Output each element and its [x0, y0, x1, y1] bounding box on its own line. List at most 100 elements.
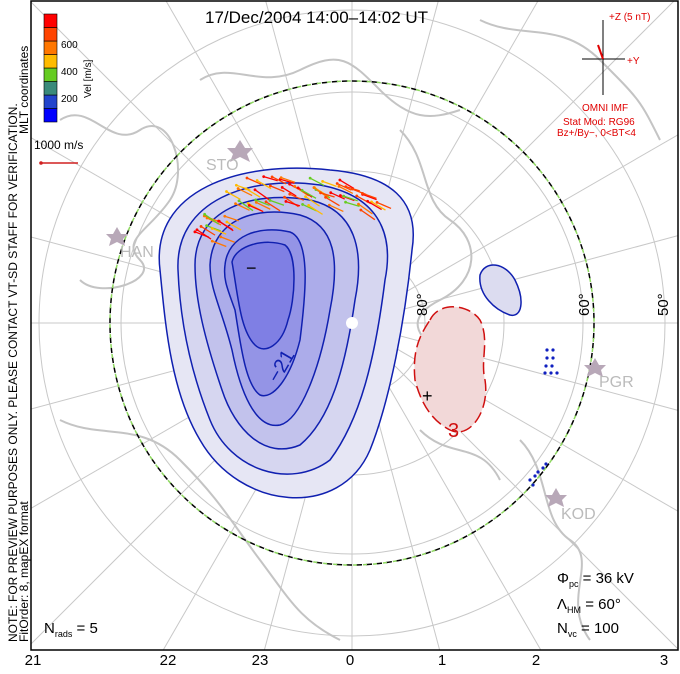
vector-origin — [225, 190, 228, 193]
stat-nrads: Nrads = 5 — [44, 620, 98, 639]
velocity-vectors — [193, 175, 559, 487]
velocity-vector — [302, 203, 317, 212]
vector-origin — [288, 182, 291, 186]
vector-origin — [337, 184, 341, 188]
vector-origin — [234, 202, 237, 206]
station-sto: STO — [206, 157, 239, 174]
velocity-vector — [270, 185, 285, 193]
velocity-vector — [358, 203, 373, 215]
vector-origin — [335, 182, 339, 185]
velocity-vector — [263, 176, 278, 182]
velocity-vector — [271, 176, 287, 185]
velocity-vector — [280, 178, 295, 184]
vector-origin — [300, 188, 304, 192]
velocity-vector — [338, 185, 354, 195]
velocity-vector — [238, 200, 254, 212]
scale-vector-label: 1000 m/s — [34, 138, 84, 152]
velocity-vector — [362, 193, 377, 201]
lat-label-60: 60° — [576, 293, 593, 316]
colorbar-swatch — [43, 13, 58, 28]
imf-clock — [582, 20, 625, 95]
vector-origin — [359, 208, 363, 212]
vector-origin — [253, 188, 257, 192]
imf-y-label: +Y — [627, 56, 640, 67]
potential-contours — [158, 167, 522, 499]
fit-order: FitOrder: 8, mapEX format — [17, 501, 31, 642]
coords-label: MLT coordinates — [17, 45, 31, 134]
vector-origin — [544, 462, 548, 466]
mlt-tick-0: 0 — [345, 652, 355, 669]
vector-origin — [545, 356, 549, 360]
velocity-vector — [254, 189, 270, 201]
velocity-vector — [255, 201, 271, 210]
velocity-vector — [376, 201, 392, 210]
vector-origin — [203, 212, 207, 216]
vector-origin — [307, 204, 310, 207]
vector-origin — [195, 228, 199, 232]
vector-origin — [355, 194, 359, 198]
velocity-vector — [305, 196, 320, 207]
velocity-vector — [325, 196, 340, 207]
velocity-vector — [220, 236, 235, 243]
vector-origin — [210, 239, 214, 243]
stat-model: Stat Mod: RG96 — [563, 117, 635, 128]
vector-origin — [296, 186, 300, 190]
velocity-vector — [285, 200, 301, 207]
station-han: HAN — [120, 244, 154, 261]
mlt-tick-2: 2 — [531, 652, 541, 669]
vector-origin — [551, 356, 555, 360]
colorbar-swatch — [43, 54, 58, 69]
vector-origin — [236, 187, 240, 190]
velocity-vector — [362, 192, 377, 199]
vector-origin — [217, 219, 221, 223]
vector-origin — [545, 348, 549, 352]
potential-min-marker: − — [246, 258, 257, 278]
velocity-vector — [360, 209, 376, 221]
colorbar-swatch — [43, 27, 58, 42]
vector-origin — [244, 187, 248, 191]
vector-origin — [268, 198, 272, 202]
vector-origin — [270, 175, 274, 179]
vector-origin — [338, 194, 342, 197]
vector-origin — [536, 470, 540, 474]
vector-origin — [234, 183, 238, 187]
vector-origin — [555, 371, 559, 375]
vector-origin — [366, 199, 370, 203]
vector-origin — [344, 185, 348, 189]
velocity-vector — [224, 215, 239, 222]
stat-phi-pc: Φpc = 36 kV — [557, 570, 634, 589]
vector-origin — [247, 204, 251, 207]
stat-lambda-hm: ΛHM = 60° — [557, 596, 621, 615]
velocity-vector — [309, 177, 325, 187]
mlt-tick-23: 23 — [251, 652, 269, 669]
velocity-vector — [265, 201, 281, 212]
vector-origin — [361, 192, 364, 195]
vector-origin — [225, 220, 229, 224]
stat-nvc: Nvc = 100 — [557, 620, 619, 639]
vector-origin — [327, 203, 331, 207]
mlt-tick-1: 1 — [437, 652, 447, 669]
colorbar-label: Vel [m/s] — [83, 59, 94, 98]
vector-origin — [319, 191, 322, 195]
lat-label-50: 50° — [655, 293, 672, 316]
velocity-vector — [206, 225, 221, 232]
vector-origin — [283, 195, 286, 199]
vector-origin — [324, 195, 327, 199]
colorbar-swatch — [43, 81, 58, 96]
velocity-vector — [235, 203, 250, 211]
pole-marker — [346, 317, 358, 329]
velocity-vector — [330, 192, 346, 200]
colorbar — [43, 13, 58, 123]
velocity-vector — [246, 177, 262, 185]
vector-origin — [279, 176, 283, 180]
vector-origin — [223, 214, 227, 218]
vector-origin — [375, 201, 379, 204]
imf-condition: Bz+/By−, 0<BT<4 — [557, 128, 636, 139]
imf-z-label: +Z (5 nT) — [609, 12, 651, 23]
station-kod: KOD — [561, 506, 596, 523]
velocity-vector — [204, 213, 219, 225]
velocity-vector — [212, 240, 227, 248]
vector-origin — [301, 203, 304, 206]
vector-origin — [528, 478, 532, 482]
